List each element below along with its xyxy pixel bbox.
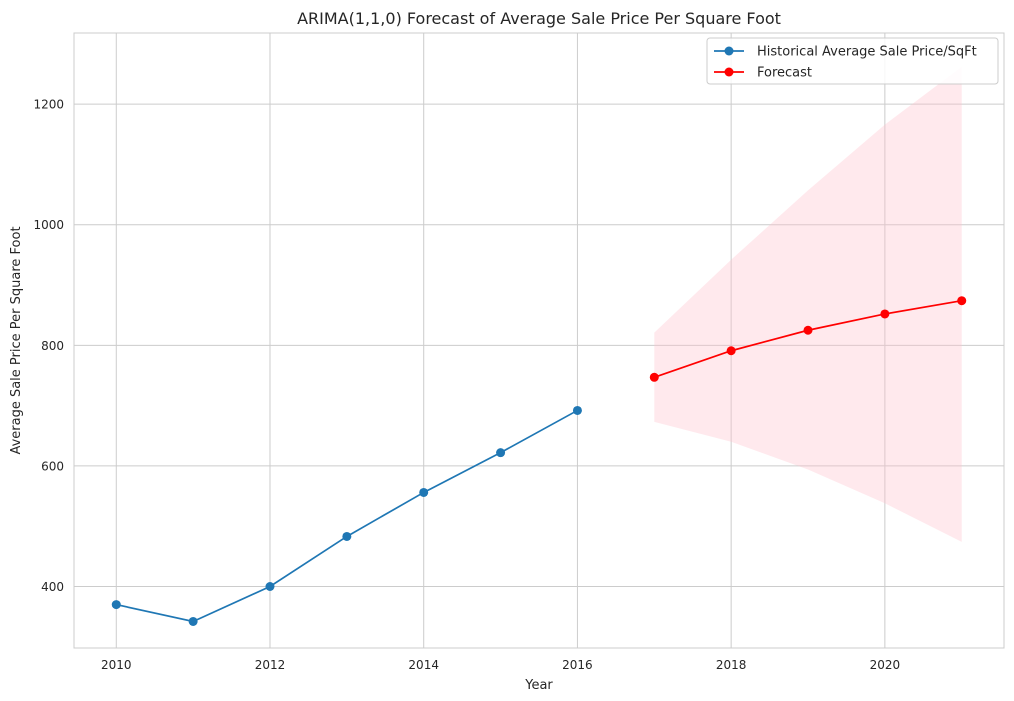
series-group [111, 296, 967, 626]
forecast-data-point [803, 325, 813, 335]
x-axis-label: Year [524, 678, 553, 693]
y-tick-label: 1000 [33, 218, 64, 232]
y-tick-label: 800 [41, 339, 64, 353]
plot-frame [73, 32, 1005, 649]
historical-data-point [572, 405, 582, 415]
grid-lines [74, 33, 1004, 648]
legend: Historical Average Sale Price/SqFt Forec… [706, 37, 999, 85]
historical-data-point [342, 531, 352, 541]
confidence-band-group [654, 66, 962, 542]
historical-data-point [111, 600, 121, 610]
historical-data-point [188, 616, 198, 626]
plot-background [74, 33, 1004, 648]
legend-historical-label: Historical Average Sale Price/SqFt [757, 45, 977, 60]
x-tick-label: 2020 [870, 658, 901, 672]
x-tick-label: 2012 [255, 658, 286, 672]
historical-data-point [265, 582, 275, 591]
x-tick-label: 2016 [562, 658, 593, 672]
x-tick-labels: 2010 2012 2014 2016 2018 2020 [101, 658, 900, 672]
y-tick-label: 600 [41, 459, 64, 473]
y-tick-label: 1200 [33, 98, 64, 112]
x-tick-label: 2014 [408, 658, 439, 672]
legend-box [706, 37, 999, 85]
legend-historical-marker [724, 46, 734, 56]
y-tick-label: 400 [41, 580, 64, 594]
y-axis-label: Average Sale Price Per Square Foot [9, 226, 24, 454]
chart-title: ARIMA(1,1,0) Forecast of Average Sale Pr… [297, 9, 781, 28]
forecast-data-point [880, 309, 890, 319]
forecast-data-point [726, 346, 736, 356]
forecast-data-point [649, 372, 659, 382]
x-tick-label: 2010 [101, 658, 132, 672]
forecast-confidence-band [654, 66, 962, 542]
y-tick-labels: 400 600 800 1000 1200 [33, 98, 64, 594]
legend-forecast-label: Forecast [757, 66, 812, 81]
historical-data-point [419, 487, 429, 497]
historical-data-point [496, 448, 506, 458]
x-tick-label: 2018 [716, 658, 747, 672]
forecast-data-point [957, 296, 967, 306]
legend-forecast-marker [724, 67, 734, 77]
